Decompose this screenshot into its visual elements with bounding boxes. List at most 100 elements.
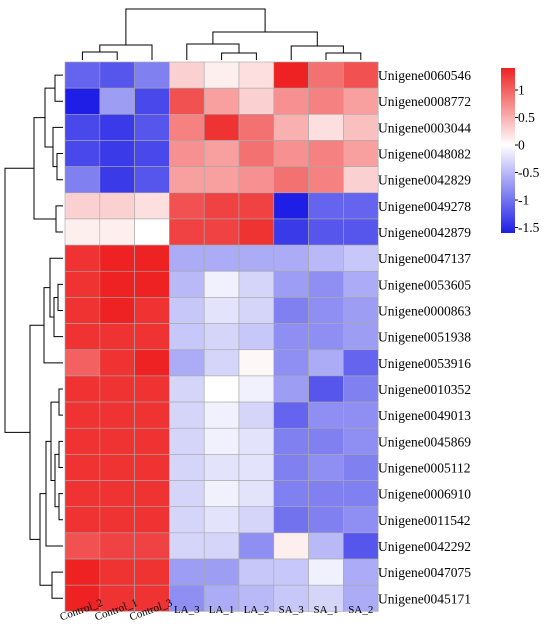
heatmap-cell [238,297,275,324]
heatmap-cell [343,166,379,194]
heatmap-cell [64,297,101,324]
heatmap-cell [64,558,101,586]
heatmap-cell [99,244,135,272]
heatmap-cell [238,218,275,246]
heatmap-cell [273,140,309,167]
row-label: Unigene0042292 [378,539,471,554]
heatmap-cell [308,270,344,298]
column-label: LA_3 [174,604,200,616]
heatmap-cell [169,270,205,298]
heatmap-cell [273,401,309,429]
heatmap-cell [99,584,135,612]
heatmap-cell [308,323,344,351]
heatmap-cell [64,270,101,298]
column-label: SA_3 [279,604,305,616]
heatmap-cell [343,297,379,324]
heatmap-cell [99,532,135,560]
heatmap-cell [134,427,170,455]
heatmap-cell [203,558,240,586]
heatmap-cell [203,244,240,272]
heatmap-cell [64,244,101,272]
heatmap-cell [169,87,205,115]
heatmap-cell [343,87,379,115]
dendrogram-link [58,493,63,521]
colorbar-tick-label: -1.5 [518,220,540,235]
heatmap-cell [308,532,344,560]
heatmap-cell [99,349,135,377]
heatmap-cell [238,454,275,481]
heatmap-cell [169,427,205,455]
heatmap-cell [134,166,170,194]
heatmap-cell [238,558,275,586]
dendrogram-link [58,440,63,468]
heatmap-cell [273,584,309,612]
heatmap-cell [134,375,170,403]
heatmap-cell [343,375,379,403]
colorbar-tick-label: -0.5 [518,165,540,180]
heatmap-cell [169,506,205,534]
heatmap-cell [343,270,379,298]
heatmap-cell [203,401,240,429]
heatmap-cell [169,218,205,246]
heatmap-cell [203,61,240,89]
heatmap-cell [64,454,101,481]
row-label: Unigene0008772 [378,94,471,109]
heatmap-cell [273,375,309,403]
heatmap-cell [308,87,344,115]
heatmap-cell [238,401,275,429]
heatmap-cell [134,114,170,141]
row-labels: Unigene0060546 Unigene0008772 Unigene00030… [378,68,471,606]
heatmap-cell [134,192,170,220]
heatmap-cell [169,114,205,141]
heatmap-cell [308,244,344,272]
colorbar-tick-label: 1 [518,83,525,98]
heatmap-cell [169,375,205,403]
heatmap-cell [273,218,309,246]
heatmap-cell [203,480,240,508]
heatmap-cell [238,375,275,403]
heatmap-cell [203,270,240,298]
row-label: Unigene0042879 [378,225,471,240]
heatmap-cell [99,323,135,351]
column-label: LA_2 [244,604,270,616]
heatmap-cell [308,140,344,167]
heatmap-cell [169,166,205,194]
heatmap-cell [169,454,205,481]
heatmap-cell [238,584,275,612]
heatmap-cell [169,480,205,508]
heatmap-cell [343,349,379,377]
heatmap-cell [273,244,309,272]
heatmap-cell [273,558,309,586]
heatmap-cell [238,87,275,115]
column-label: SA_2 [348,604,373,616]
heatmap-cell [238,506,275,534]
dendrogram-link [57,283,63,312]
heatmap-cell [308,401,344,429]
row-label: Unigene0049278 [378,199,471,214]
heatmap-cell [238,480,275,508]
dendrogram-link [56,153,63,181]
row-label: Unigene0010352 [378,382,471,397]
dendrogram-link [49,257,63,318]
heatmap-cell [64,218,101,246]
heatmap-cell [99,166,135,194]
heatmap-cell [238,140,275,167]
row-label: Unigene0047075 [378,565,471,580]
heatmap-cell [64,375,101,403]
heatmap-cell [203,427,240,455]
heatmap-cell [343,192,379,220]
heatmap-cell [238,427,275,455]
heatmap-cell [238,166,275,194]
heatmap-cell [203,297,240,324]
row-label: Unigene0045869 [378,434,471,449]
heatmap-cell [238,244,275,272]
column-dendrogram [81,8,362,60]
heatmap-cell [203,532,240,560]
heatmap-cell [343,480,379,508]
heatmap-cell [99,218,135,246]
row-label: Unigene0060546 [378,68,471,83]
row-label: Unigene0051938 [378,330,471,345]
dendrogram-link [325,52,362,60]
heatmap-cell [203,87,240,115]
